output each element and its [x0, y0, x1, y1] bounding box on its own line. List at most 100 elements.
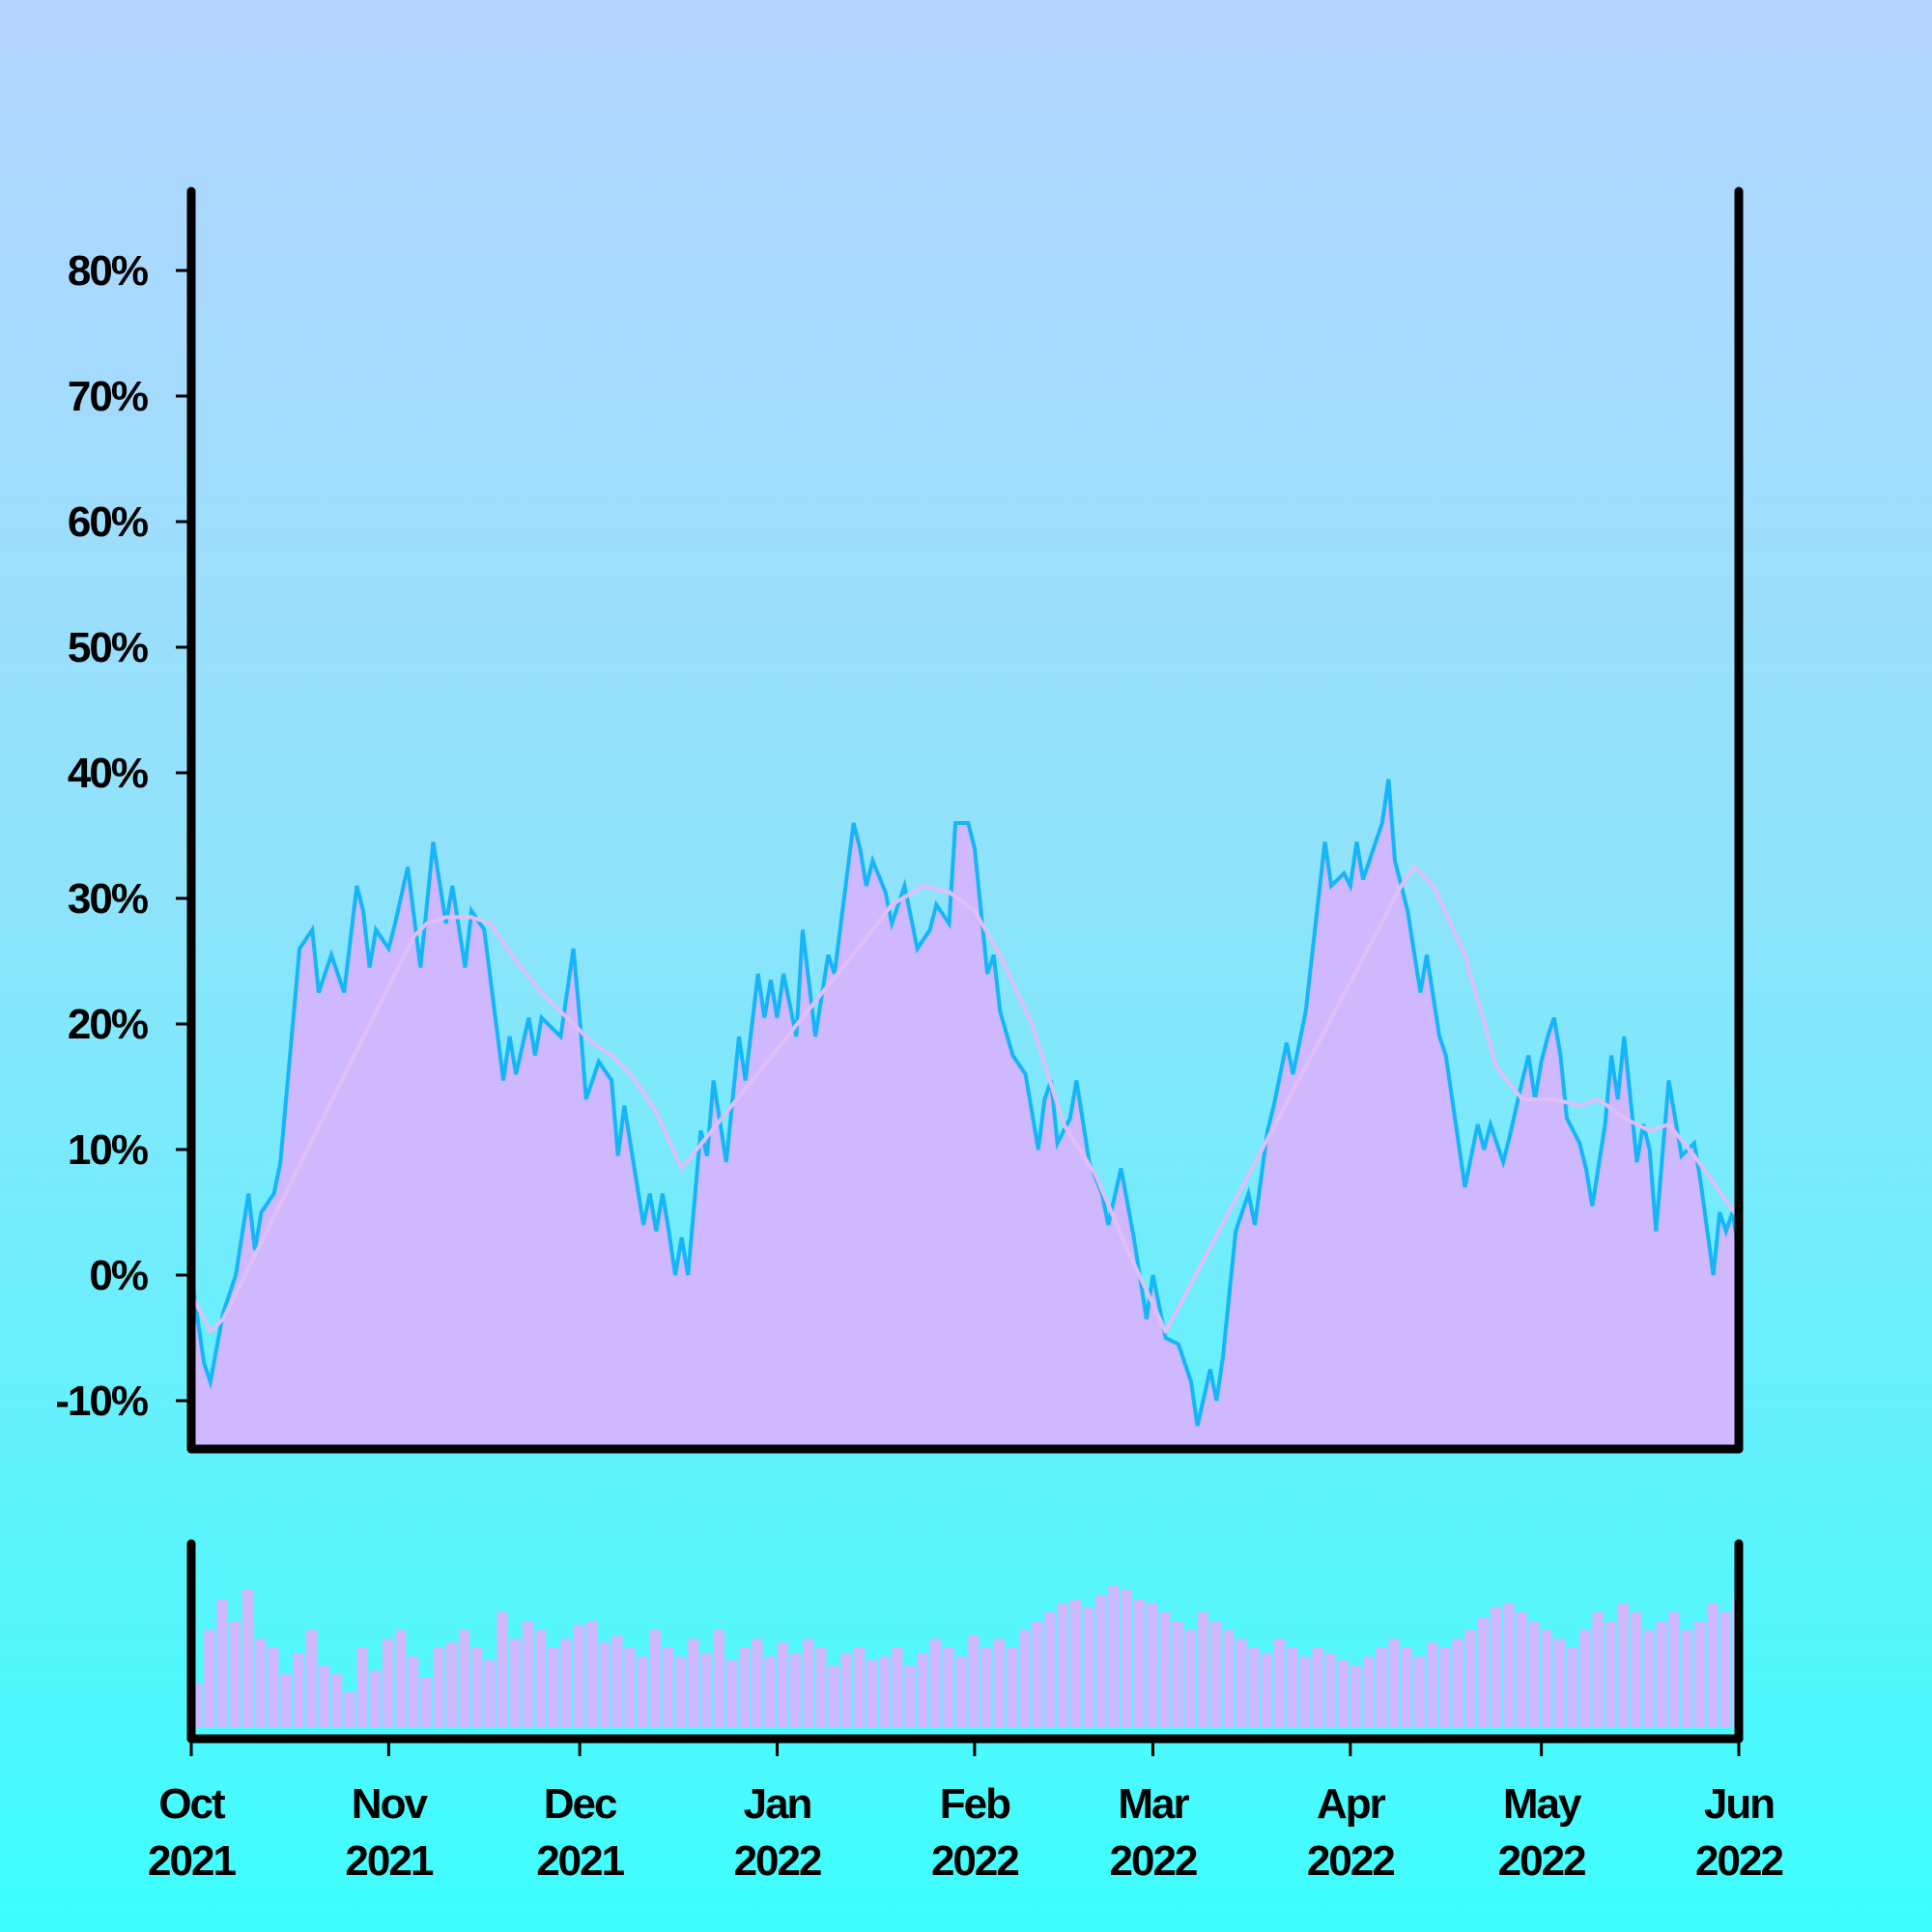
- volume-bar: [268, 1647, 279, 1728]
- x-tick-year: 2022: [1110, 1837, 1197, 1885]
- volume-bar: [892, 1647, 903, 1728]
- volume-bar: [1146, 1603, 1158, 1727]
- volume-bar: [598, 1642, 611, 1727]
- x-tick-month: Jan: [744, 1780, 811, 1828]
- volume-bar: [484, 1660, 496, 1727]
- volume-bar: [929, 1638, 942, 1727]
- moving-average-segment: [1622, 1116, 1652, 1133]
- moving-average-segment: [1666, 1122, 1696, 1158]
- x-tick-year: 2022: [1695, 1837, 1782, 1885]
- moving-average-segment: [1551, 1097, 1582, 1108]
- moving-average-segment: [628, 1072, 659, 1114]
- moving-average-segment: [412, 922, 429, 938]
- y-tick-label: 60%: [68, 498, 148, 546]
- volume-bar: [573, 1624, 584, 1727]
- volume-bar: [1388, 1638, 1400, 1727]
- volume-bar: [305, 1630, 318, 1727]
- value-area-fill: [191, 779, 1739, 1449]
- volume-bar: [1350, 1665, 1362, 1727]
- volume-bar: [1159, 1612, 1171, 1727]
- volume-bar: [382, 1638, 394, 1727]
- volume-bar: [1617, 1603, 1630, 1727]
- volume-bar: [522, 1621, 534, 1727]
- volume-bar: [242, 1589, 254, 1727]
- volume-bar: [433, 1647, 444, 1728]
- volume-bar: [509, 1638, 521, 1727]
- volume-bar: [1643, 1630, 1655, 1727]
- volume-bar: [700, 1653, 712, 1727]
- volume-bar: [1516, 1612, 1527, 1727]
- x-tick-month: Feb: [940, 1780, 1010, 1828]
- volume-bar: [356, 1647, 368, 1728]
- volume-bar: [548, 1647, 559, 1728]
- volume-bar: [853, 1647, 865, 1728]
- x-tick-year: 2022: [1307, 1837, 1394, 1885]
- moving-average-series: [189, 865, 1741, 1365]
- x-tick-year: 2022: [1498, 1837, 1585, 1885]
- volume-bar: [662, 1647, 674, 1728]
- volume-bar: [1630, 1612, 1642, 1727]
- moving-average-segment: [679, 927, 875, 1171]
- y-tick-label: 40%: [68, 750, 148, 797]
- moving-average-segment: [1463, 952, 1499, 1070]
- volume-bar: [739, 1647, 751, 1728]
- moving-average-segment: [610, 1053, 633, 1076]
- x-tick-month: Mar: [1118, 1780, 1189, 1828]
- moving-average-segment: [654, 1110, 684, 1171]
- x-tick-month: Dec: [544, 1780, 617, 1828]
- volume-bar: [866, 1660, 878, 1727]
- volume-bar: [1121, 1589, 1132, 1727]
- volume-bar: [1184, 1630, 1196, 1727]
- volume-bar: [1019, 1630, 1031, 1727]
- volume-bar: [1197, 1612, 1208, 1727]
- moving-average-segment: [1163, 884, 1404, 1334]
- x-axis-ticks: Oct 2021 Nov 2021 Dec 2021 Jan 2022 Feb 2022 Mar 20…: [148, 1739, 1784, 1885]
- volume-bar: [191, 1683, 203, 1728]
- volume-bar: [1376, 1647, 1387, 1728]
- volume-bar: [637, 1656, 648, 1727]
- y-tick-label: 20%: [68, 1001, 148, 1048]
- moving-average-segment: [1691, 1153, 1741, 1221]
- volume-bar: [611, 1634, 623, 1727]
- volume-bar: [1541, 1630, 1552, 1727]
- moving-average-segment: [1125, 1248, 1168, 1334]
- volume-bar: [840, 1653, 852, 1727]
- volume-bar: [777, 1642, 788, 1727]
- moving-average-segment: [998, 952, 1035, 1026]
- volume-bar: [1427, 1642, 1438, 1727]
- volume-bar: [1172, 1621, 1183, 1727]
- y-tick-label: 30%: [68, 875, 148, 923]
- volume-bar: [1236, 1638, 1247, 1727]
- volume-bar: [1363, 1656, 1375, 1727]
- volume-bar: [1452, 1638, 1463, 1727]
- moving-average-segment: [870, 902, 895, 932]
- volume-bar: [216, 1600, 228, 1727]
- volume-bar: [1006, 1647, 1018, 1728]
- volume-bar: [331, 1674, 343, 1727]
- moving-average-segment: [1494, 1065, 1524, 1101]
- y-tick-label: 0%: [89, 1252, 147, 1299]
- moving-average-segment: [424, 915, 448, 925]
- volume-bar: [1668, 1612, 1680, 1727]
- volume-bar: [1464, 1630, 1476, 1727]
- volume-bar: [955, 1656, 967, 1727]
- moving-average-segment: [1094, 1173, 1130, 1252]
- volume-bar: [1261, 1653, 1272, 1727]
- moving-average-segment: [1431, 884, 1467, 957]
- moving-average-segment: [1030, 1022, 1066, 1126]
- moving-average-segment: [1647, 1122, 1671, 1133]
- moving-average-segment: [221, 934, 416, 1321]
- x-tick-year: 2021: [345, 1837, 433, 1885]
- volume-bar: [713, 1630, 724, 1727]
- volume-bar: [828, 1665, 839, 1727]
- moving-average-segment: [1411, 865, 1435, 888]
- volume-bar: [1553, 1638, 1566, 1727]
- volume-bar: [1069, 1600, 1082, 1727]
- volume-bar: [408, 1656, 419, 1727]
- volume-bar: [1133, 1600, 1146, 1727]
- volume-bar: [280, 1674, 292, 1727]
- volume-bar: [1503, 1603, 1515, 1727]
- volume-bar: [942, 1647, 954, 1728]
- volume-bar: [1477, 1617, 1490, 1727]
